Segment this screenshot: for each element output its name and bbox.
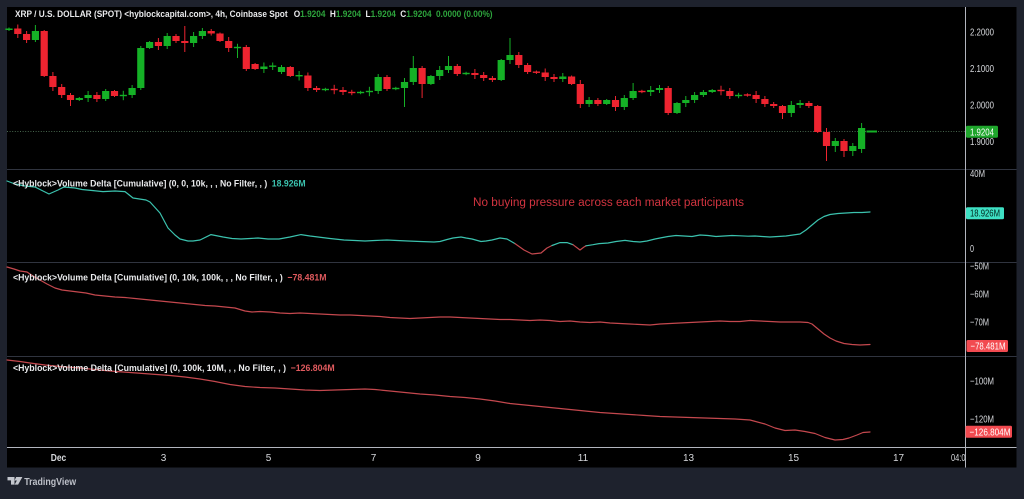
svg-text:<Hyblock>Volume Delta [Cumulat: <Hyblock>Volume Delta [Cumulative] (0, 1… xyxy=(13,363,335,373)
svg-text:2.1000: 2.1000 xyxy=(970,64,994,75)
svg-text:2.2000: 2.2000 xyxy=(970,27,994,38)
svg-text:TradingView: TradingView xyxy=(24,476,77,488)
svg-text:04:0: 04:0 xyxy=(951,453,966,464)
svg-text:<Hyblock>Volume Delta [Cumulat: <Hyblock>Volume Delta [Cumulative] (0, 0… xyxy=(13,178,306,188)
svg-text:−60M: −60M xyxy=(970,290,989,301)
svg-text:−100M: −100M xyxy=(970,377,994,388)
svg-text:17: 17 xyxy=(893,453,905,464)
svg-text:0: 0 xyxy=(970,244,974,255)
svg-text:−70M: −70M xyxy=(970,318,989,329)
svg-text:−120M: −120M xyxy=(970,415,994,426)
svg-text:Dec: Dec xyxy=(51,453,67,464)
svg-text:No buying pressure across each: No buying pressure across each market pa… xyxy=(473,197,744,209)
svg-text:5: 5 xyxy=(266,453,272,464)
svg-text:2.0000: 2.0000 xyxy=(970,101,994,112)
svg-text:XRP / U.S. DOLLAR (SPOT) <hybl: XRP / U.S. DOLLAR (SPOT) <hyblockcapital… xyxy=(15,8,493,19)
svg-text:15: 15 xyxy=(788,453,800,464)
svg-text:−50M: −50M xyxy=(970,262,989,273)
svg-text:11: 11 xyxy=(578,453,589,464)
svg-text:−126.804M: −126.804M xyxy=(970,427,1011,438)
svg-text:13: 13 xyxy=(683,453,695,464)
svg-text:40M: 40M xyxy=(970,169,985,180)
svg-text:<Hyblock>Volume Delta [Cumulat: <Hyblock>Volume Delta [Cumulative] (0, 1… xyxy=(13,272,326,282)
svg-text:3: 3 xyxy=(161,453,167,464)
svg-text:1.9204: 1.9204 xyxy=(970,127,994,138)
svg-text:7: 7 xyxy=(371,453,377,464)
svg-text:1.9000: 1.9000 xyxy=(970,137,994,148)
svg-text:9: 9 xyxy=(475,453,481,464)
svg-text:18.926M: 18.926M xyxy=(970,209,1000,220)
svg-text:−78.481M: −78.481M xyxy=(971,342,1006,353)
